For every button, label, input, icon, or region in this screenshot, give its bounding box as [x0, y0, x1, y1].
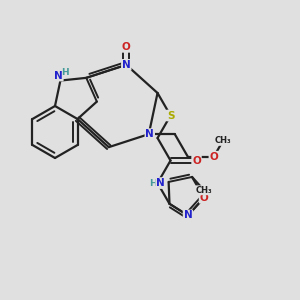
Text: O: O — [122, 42, 130, 52]
Text: H: H — [149, 178, 156, 188]
Text: CH₃: CH₃ — [196, 186, 212, 195]
Text: O: O — [200, 193, 208, 203]
Text: N: N — [54, 70, 63, 81]
Text: O: O — [192, 155, 201, 166]
Text: H: H — [61, 68, 69, 77]
Text: O: O — [209, 152, 218, 162]
Text: N: N — [156, 178, 165, 188]
Text: N: N — [184, 211, 192, 220]
Text: CH₃: CH₃ — [214, 136, 231, 146]
Text: N: N — [146, 129, 154, 139]
Text: S: S — [167, 110, 174, 121]
Text: N: N — [122, 60, 130, 70]
